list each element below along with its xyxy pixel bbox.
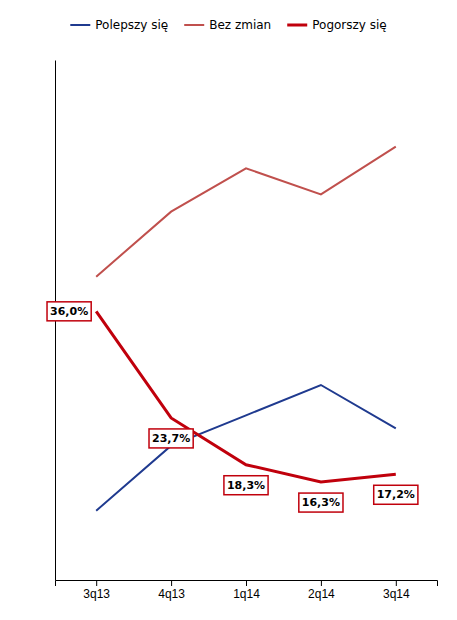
x-axis: 3q13 4q13 1q14 2q14 3q14 [56, 580, 438, 601]
data-label: 16,3% [299, 493, 343, 512]
legend-swatch [184, 24, 204, 26]
series-line [96, 147, 396, 277]
x-tick-mark [246, 580, 247, 586]
data-label-text: 23,7% [152, 432, 190, 445]
x-tick-mark [321, 580, 322, 586]
data-label-text: 17,2% [377, 488, 415, 501]
lines [96, 147, 396, 511]
chart-container: 3q13 4q13 1q14 2q14 3q14 36,0% 23,7% 18,3% 16,3%… [0, 0, 457, 620]
legend-swatch [287, 24, 307, 27]
data-label-box [374, 485, 418, 504]
x-tick-label: 3q13 [83, 587, 110, 601]
legend-item: Bez zmian [184, 18, 271, 32]
x-tick-mark [396, 580, 397, 586]
x-tick: 3q14 [383, 580, 410, 601]
data-label-box [47, 302, 91, 321]
legend: Polepszy się Bez zmian Pogorszy się [70, 18, 386, 32]
legend-label: Bez zmian [209, 18, 271, 32]
x-tick-label: 3q14 [383, 587, 410, 601]
legend-label: Pogorszy się [312, 18, 386, 32]
data-label: 18,3% [224, 476, 268, 495]
plot-area: 3q13 4q13 1q14 2q14 3q14 36,0% 23,7% 18,3% 16,3%… [47, 61, 437, 601]
data-label-text: 36,0% [50, 305, 88, 318]
x-tick: 1q14 [233, 580, 260, 601]
chart-svg: 3q13 4q13 1q14 2q14 3q14 36,0% 23,7% 18,3% 16,3%… [0, 0, 457, 620]
data-label-text: 18,3% [227, 479, 265, 492]
series-line [96, 385, 396, 511]
x-axis-line [56, 581, 438, 587]
data-labels: 36,0% 23,7% 18,3% 16,3% 17,2% [47, 302, 418, 512]
legend-item: Polepszy się [70, 18, 168, 32]
x-tick-label: 2q14 [308, 587, 335, 601]
x-tick: 3q13 [83, 580, 110, 601]
x-tick-mark [171, 580, 172, 586]
data-label: 17,2% [374, 485, 418, 504]
data-label: 36,0% [47, 302, 91, 321]
x-tick-label: 4q13 [158, 587, 185, 601]
data-label: 23,7% [149, 429, 193, 448]
data-label-box [299, 493, 343, 512]
legend-item: Pogorszy się [287, 18, 386, 32]
data-label-text: 16,3% [302, 496, 340, 509]
x-tick-label: 1q14 [233, 587, 260, 601]
data-label-box [149, 429, 193, 448]
series-line [96, 311, 396, 482]
x-tick-mark [96, 580, 97, 586]
x-tick: 2q14 [308, 580, 335, 601]
legend-swatch [70, 24, 90, 26]
data-label-box [224, 476, 268, 495]
x-tick: 4q13 [158, 580, 185, 601]
legend-label: Polepszy się [95, 18, 168, 32]
